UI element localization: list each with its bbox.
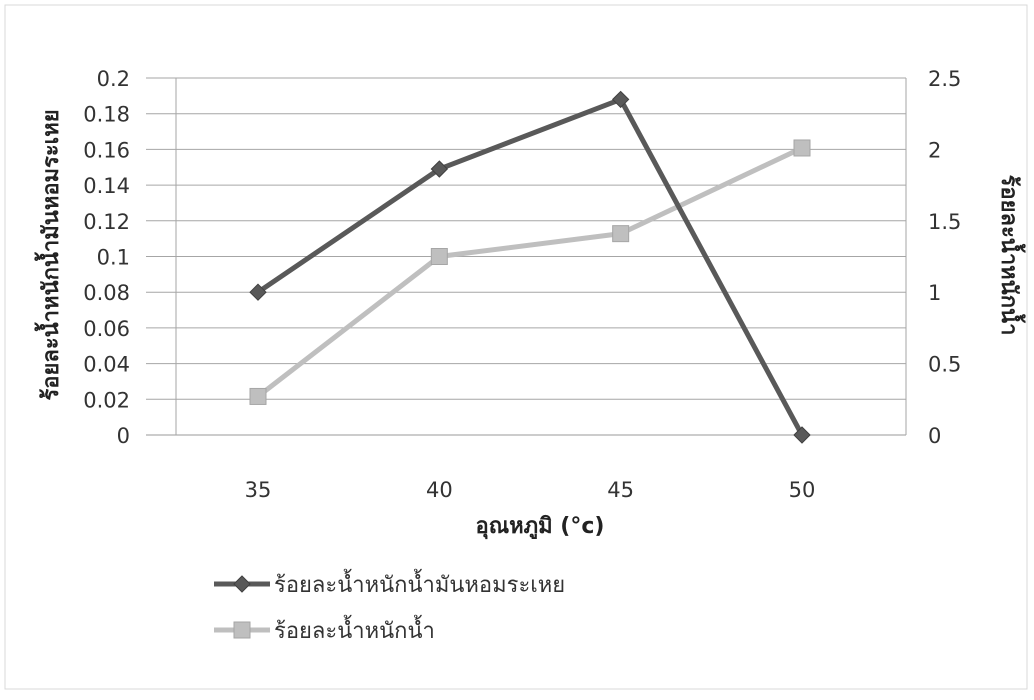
y-left-tick-label: 0.02 xyxy=(83,388,130,412)
y-right-tick-label: 1.5 xyxy=(928,210,961,234)
legend: ร้อยละน้ำหนักน้ำมันหอมระเหยร้อยละน้ำหนัก… xyxy=(214,569,565,644)
y-left-tick-label: 0.18 xyxy=(83,103,130,127)
y-left-tick-label: 0.1 xyxy=(97,246,130,270)
data-point xyxy=(793,139,811,157)
legend-marker xyxy=(233,575,251,593)
data-point xyxy=(430,248,448,265)
x-axis-title: อุณหภูมิ (°c) xyxy=(476,514,605,540)
data-point xyxy=(793,426,811,444)
legend-entry: ร้อยละน้ำหนักน้ำ xyxy=(274,615,435,644)
y-right-tick-label: 2.5 xyxy=(928,67,961,91)
y-left-tick-label: 0.06 xyxy=(83,317,130,341)
y-left-tick-label: 0.16 xyxy=(83,138,130,162)
data-point xyxy=(249,387,267,405)
y-left-tick-label: 0.2 xyxy=(97,67,130,91)
y-axis-left-title: ร้อยละน้ำหนักน้ำมันหอมระเหย xyxy=(34,109,64,400)
y-left-tick-label: 0.12 xyxy=(83,210,130,234)
y-axis-right-title: ร้อยละน้ำหนักน้ำ xyxy=(996,175,1026,336)
data-point xyxy=(430,160,449,178)
legend-marker xyxy=(233,621,251,639)
x-tick-label: 45 xyxy=(607,478,634,502)
y-left-tick-label: 0.14 xyxy=(83,174,130,198)
x-tick-label: 35 xyxy=(245,478,272,502)
y-right-tick-label: 1 xyxy=(928,281,941,305)
data-point xyxy=(611,90,630,109)
y-left-tick-label: 0.08 xyxy=(83,281,130,305)
x-tick-label: 40 xyxy=(426,478,453,502)
y-right-tick-label: 0.5 xyxy=(928,353,961,377)
x-tick-label: 50 xyxy=(789,478,816,502)
y-right-tick-label: 2 xyxy=(928,138,941,162)
series-line xyxy=(256,96,805,437)
data-point xyxy=(612,225,630,243)
legend-entry: ร้อยละน้ำหนักน้ำมันหอมระเหย xyxy=(274,569,565,598)
series-line xyxy=(256,145,804,399)
y-right-tick-label: 0 xyxy=(928,424,941,448)
y-left-tick-label: 0.04 xyxy=(83,353,130,377)
y-left-tick-label: 0 xyxy=(117,424,130,448)
data-point xyxy=(249,283,267,301)
